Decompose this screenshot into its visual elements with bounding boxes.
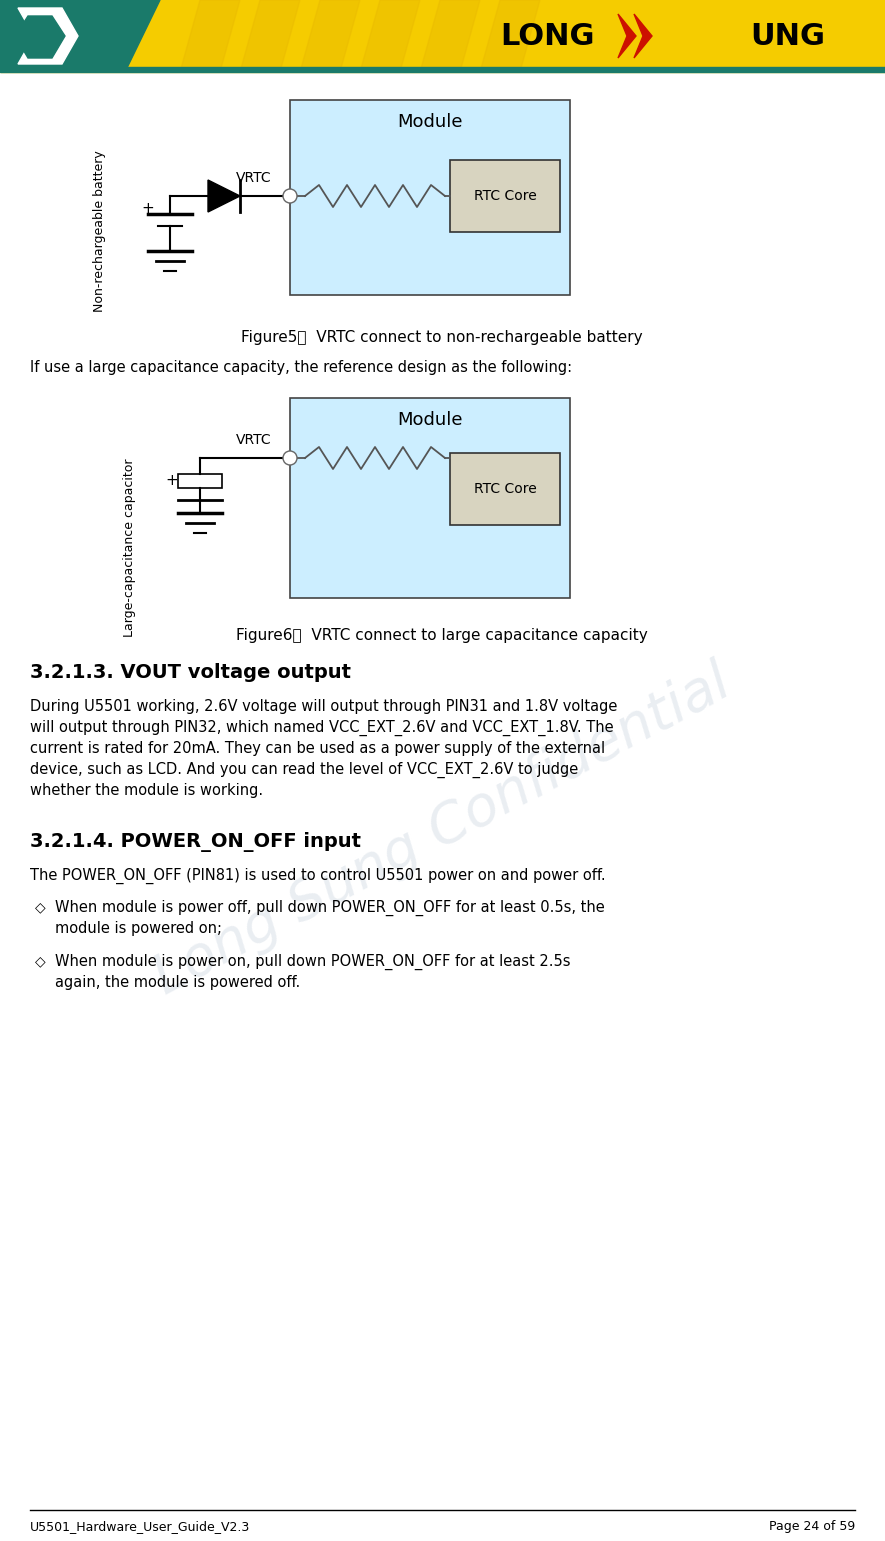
Polygon shape: [420, 0, 480, 72]
Text: VRTC: VRTC: [236, 171, 272, 185]
Polygon shape: [18, 8, 78, 65]
Text: Long Sung Confidential: Long Sung Confidential: [145, 655, 739, 1005]
Text: whether the module is working.: whether the module is working.: [30, 783, 263, 798]
Text: 3.2.1.4. POWER_ON_OFF input: 3.2.1.4. POWER_ON_OFF input: [30, 832, 361, 852]
Polygon shape: [480, 0, 540, 72]
Polygon shape: [240, 0, 300, 72]
Text: Large-capacitance capacitor: Large-capacitance capacitor: [124, 458, 136, 636]
Bar: [0, 66, 885, 72]
Circle shape: [283, 190, 297, 203]
Text: When module is power off, pull down POWER_ON_OFF for at least 0.5s, the: When module is power off, pull down POWE…: [55, 900, 604, 917]
Bar: [290, 398, 570, 598]
Polygon shape: [634, 14, 652, 59]
Text: RTC Core: RTC Core: [473, 482, 536, 496]
Text: module is powered on;: module is powered on;: [55, 922, 222, 935]
Text: +: +: [142, 200, 154, 216]
Polygon shape: [0, 0, 160, 72]
Text: again, the module is powered off.: again, the module is powered off.: [55, 975, 300, 989]
Bar: [178, 475, 222, 488]
Text: Non-rechargeable battery: Non-rechargeable battery: [94, 149, 106, 311]
Text: device, such as LCD. And you can read the level of VCC_EXT_2.6V to judge: device, such as LCD. And you can read th…: [30, 761, 578, 778]
Bar: [450, 453, 560, 525]
Text: ◇: ◇: [35, 954, 46, 968]
Polygon shape: [618, 14, 636, 59]
Polygon shape: [15, 15, 65, 59]
Text: 3.2.1.3. VOUT voltage output: 3.2.1.3. VOUT voltage output: [30, 663, 351, 683]
Text: VRTC: VRTC: [236, 433, 272, 447]
Text: LONG: LONG: [501, 22, 595, 51]
Text: When module is power on, pull down POWER_ON_OFF for at least 2.5s: When module is power on, pull down POWER…: [55, 954, 571, 971]
Text: ◇: ◇: [35, 900, 46, 914]
Text: Figure6：  VRTC connect to large capacitance capacity: Figure6： VRTC connect to large capacitan…: [236, 629, 648, 643]
Text: UNG: UNG: [750, 22, 825, 51]
Polygon shape: [360, 0, 420, 72]
Bar: [0, 0, 885, 72]
Text: current is rated for 20mA. They can be used as a power supply of the external: current is rated for 20mA. They can be u…: [30, 741, 605, 757]
Text: Figure5：  VRTC connect to non-rechargeable battery: Figure5： VRTC connect to non-rechargeabl…: [242, 330, 643, 345]
Text: Module: Module: [397, 112, 463, 131]
Text: will output through PIN32, which named VCC_EXT_2.6V and VCC_EXT_1.8V. The: will output through PIN32, which named V…: [30, 720, 613, 737]
Polygon shape: [208, 180, 240, 213]
Text: U5501_Hardware_User_Guide_V2.3: U5501_Hardware_User_Guide_V2.3: [30, 1519, 250, 1533]
Text: RTC Core: RTC Core: [473, 190, 536, 203]
Text: If use a large capacitance capacity, the reference design as the following:: If use a large capacitance capacity, the…: [30, 361, 572, 374]
Bar: [450, 160, 560, 233]
Text: Module: Module: [397, 411, 463, 428]
Polygon shape: [300, 0, 360, 72]
Bar: [290, 100, 570, 294]
Text: Page 24 of 59: Page 24 of 59: [769, 1519, 855, 1533]
Circle shape: [283, 452, 297, 465]
Text: +: +: [165, 473, 179, 487]
Polygon shape: [180, 0, 240, 72]
Text: During U5501 working, 2.6V voltage will output through PIN31 and 1.8V voltage: During U5501 working, 2.6V voltage will …: [30, 700, 618, 713]
Text: The POWER_ON_OFF (PIN81) is used to control U5501 power on and power off.: The POWER_ON_OFF (PIN81) is used to cont…: [30, 868, 605, 885]
